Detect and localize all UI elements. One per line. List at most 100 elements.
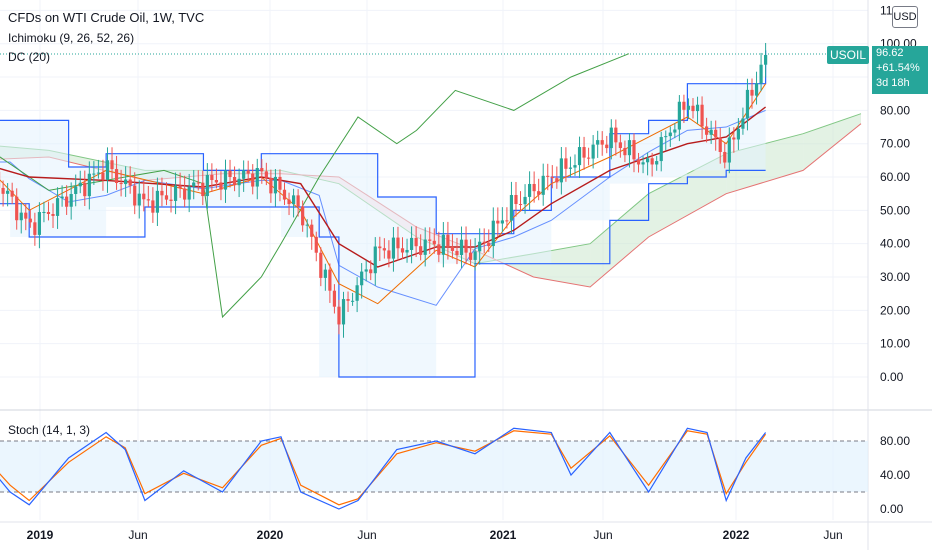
candle-body bbox=[328, 269, 332, 291]
candle-body bbox=[155, 190, 160, 213]
candle-body bbox=[691, 105, 695, 112]
candle-body bbox=[164, 195, 169, 200]
candle-body bbox=[124, 179, 128, 185]
x-tick-label: 2022 bbox=[723, 528, 750, 542]
candle-body bbox=[546, 175, 550, 177]
x-tick-label: Jun bbox=[593, 528, 612, 542]
stoch-y-tick-label: 40.00 bbox=[880, 468, 910, 482]
candle-body bbox=[255, 168, 259, 187]
last-price-tag: 96.62 +61.54% 3d 18h bbox=[872, 46, 928, 94]
candle-body bbox=[1, 187, 5, 194]
candle-body bbox=[242, 170, 246, 179]
chart-title[interactable]: CFDs on WTI Crude Oil, 1W, TVC bbox=[8, 10, 205, 25]
candle-body bbox=[137, 193, 141, 206]
candle-body bbox=[210, 174, 214, 181]
y-tick-label: 20.00 bbox=[880, 303, 910, 317]
candle-body bbox=[387, 250, 391, 259]
candle-body bbox=[360, 271, 364, 286]
y-tick-label: 30.00 bbox=[880, 270, 910, 284]
candle-body bbox=[450, 246, 455, 251]
candle-body bbox=[269, 177, 273, 194]
candle-body bbox=[641, 162, 645, 165]
candle-body bbox=[414, 237, 418, 247]
currency-button[interactable]: USD bbox=[892, 6, 918, 28]
candle-body bbox=[405, 249, 409, 253]
candle-body bbox=[745, 89, 750, 119]
candle-body bbox=[273, 176, 278, 194]
cloud-segment bbox=[648, 153, 727, 238]
candle-body bbox=[228, 170, 232, 178]
candle-body bbox=[192, 182, 196, 187]
symbol-tag: USOIL bbox=[827, 46, 869, 64]
candle-body bbox=[133, 185, 137, 206]
candle-body bbox=[605, 144, 609, 149]
candle-body bbox=[759, 64, 763, 84]
candle-body bbox=[550, 176, 554, 179]
candle-body bbox=[223, 170, 228, 190]
ichimoku-legend[interactable]: Ichimoku (9, 26, 52, 26) bbox=[8, 31, 135, 45]
candle-body bbox=[478, 241, 482, 252]
candle-body bbox=[19, 212, 23, 221]
candle-body bbox=[677, 101, 681, 130]
x-tick-label: 2020 bbox=[257, 528, 284, 542]
candle-body bbox=[55, 198, 60, 216]
candle-body bbox=[419, 246, 423, 255]
candle-body bbox=[428, 239, 432, 241]
candle-body bbox=[655, 161, 659, 165]
candle-body bbox=[459, 239, 464, 256]
candle-body bbox=[587, 157, 591, 159]
x-tick-label: 2019 bbox=[27, 528, 54, 542]
candle-body bbox=[96, 172, 101, 174]
candle-body bbox=[582, 147, 586, 158]
candle-body bbox=[15, 196, 19, 221]
candle-body bbox=[736, 128, 740, 140]
candle-body bbox=[65, 196, 69, 207]
candle-body bbox=[727, 137, 731, 163]
candle-body bbox=[541, 175, 545, 195]
candle-body bbox=[110, 160, 114, 170]
candle-body bbox=[636, 159, 641, 165]
candle-body bbox=[491, 220, 495, 247]
candle-body bbox=[564, 158, 568, 169]
price-candles bbox=[0, 42, 768, 338]
candle-body bbox=[146, 199, 150, 201]
candle-body bbox=[87, 173, 91, 197]
candle-body bbox=[319, 252, 323, 278]
candle-body bbox=[350, 300, 355, 302]
candle-body bbox=[114, 169, 119, 183]
bar-countdown: 3d 18h bbox=[876, 77, 910, 89]
candle-body bbox=[527, 183, 532, 197]
candle-body bbox=[105, 160, 110, 180]
candle-body bbox=[369, 269, 373, 274]
candle-body bbox=[310, 224, 314, 237]
candle-body bbox=[10, 190, 14, 197]
candle-body bbox=[346, 299, 350, 301]
candle-body bbox=[92, 173, 96, 175]
stoch-legend[interactable]: Stoch (14, 1, 3) bbox=[8, 423, 91, 437]
candle-body bbox=[764, 54, 768, 65]
candle-body bbox=[296, 195, 300, 207]
candle-body bbox=[487, 242, 491, 247]
x-tick-label: Jun bbox=[128, 528, 147, 542]
donchian-legend[interactable]: DC (20) bbox=[8, 50, 51, 64]
stoch-band bbox=[0, 441, 868, 492]
candle-body bbox=[673, 129, 677, 133]
tenkan-sen bbox=[0, 83, 767, 305]
candle-body bbox=[559, 158, 563, 183]
candle-body bbox=[537, 191, 541, 195]
candle-body bbox=[568, 167, 573, 169]
candle-body bbox=[614, 127, 618, 143]
candle-body bbox=[178, 185, 182, 189]
candle-body bbox=[718, 137, 722, 152]
candle-body bbox=[396, 237, 400, 249]
candle-body bbox=[278, 176, 282, 190]
candle-body bbox=[78, 182, 82, 187]
candle-body bbox=[214, 180, 219, 183]
candle-body bbox=[695, 104, 700, 112]
candle-body bbox=[60, 196, 64, 199]
candle-body bbox=[632, 140, 636, 160]
candle-body bbox=[577, 147, 582, 166]
candle-body bbox=[69, 193, 73, 207]
candle-body bbox=[382, 248, 386, 251]
